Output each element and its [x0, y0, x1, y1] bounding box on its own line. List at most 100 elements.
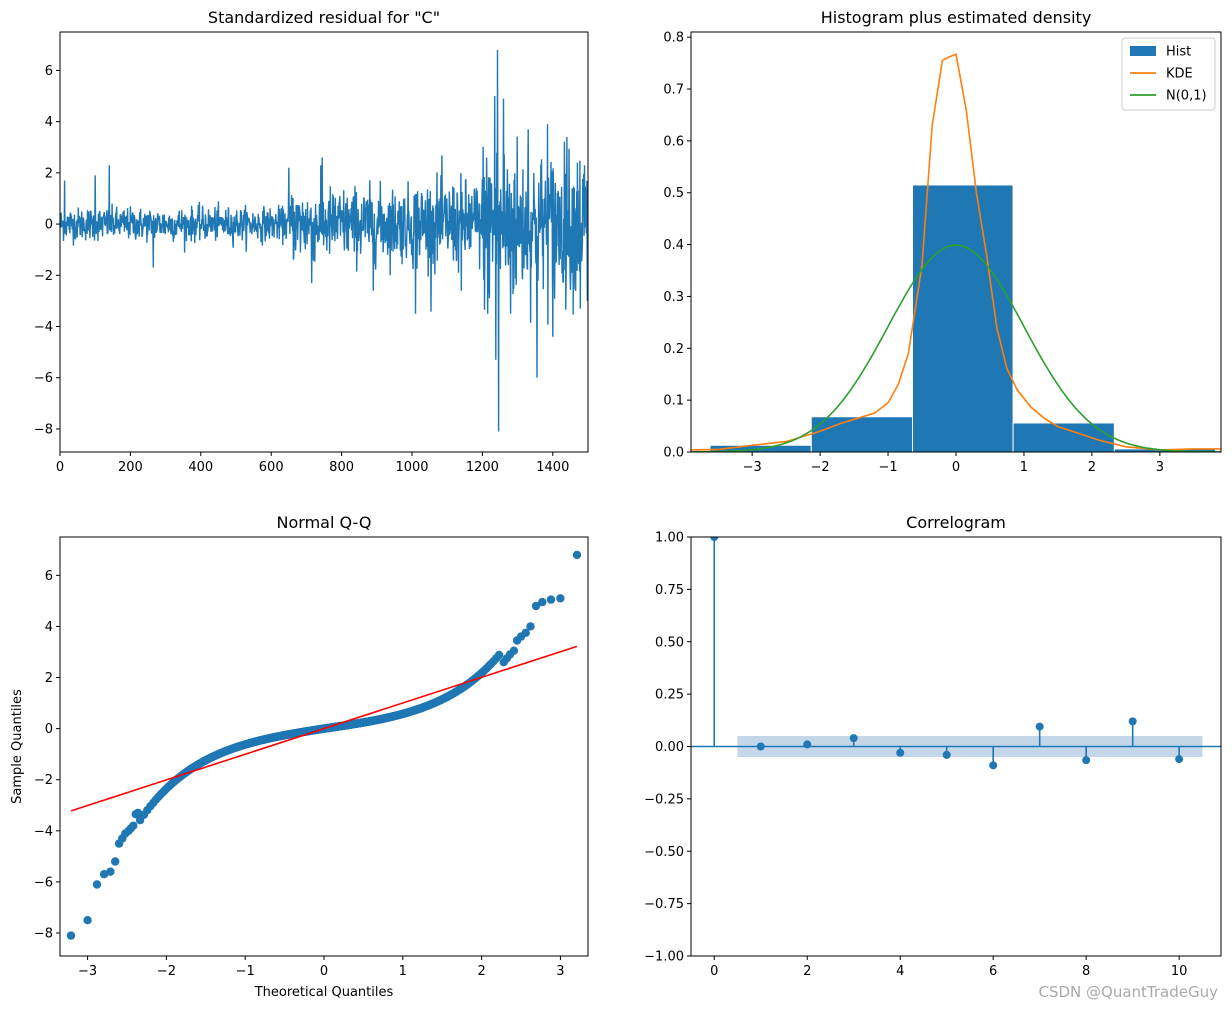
- y-tick-label: 0.50: [655, 635, 684, 650]
- legend-label: N(0,1): [1166, 89, 1207, 104]
- y-tick-label: 0.5: [663, 186, 684, 201]
- x-tick-label: 600: [259, 460, 284, 475]
- chart-title: Histogram plus estimated density: [821, 8, 1092, 27]
- y-tick-label: 0.2: [663, 342, 684, 357]
- chart-panel: −3 −2 −1 0 1 2 3 −8 −6 −4 −2 0 2 4 6 Normal Q-Q Theoreti…: [10, 513, 589, 1000]
- x-tick-label: −3: [78, 964, 97, 979]
- x-tick-label: 800: [329, 460, 354, 475]
- watermark-text: CSDN @QuantTradeGuy: [1038, 983, 1218, 1001]
- acf-marker: [1035, 722, 1044, 731]
- qq-tail-point: [111, 857, 120, 866]
- y-tick-label: 0.0: [663, 446, 684, 461]
- x-tick-label: −1: [236, 964, 255, 979]
- qq-tail-point: [129, 821, 138, 830]
- normal-density-line: [691, 244, 1221, 452]
- acf-marker: [803, 740, 812, 749]
- qq-tail-point: [92, 880, 102, 889]
- x-tick-label: 10: [1171, 964, 1188, 979]
- qq-tail-point: [99, 870, 109, 879]
- y-tick-label: −6: [34, 875, 53, 890]
- y-tick-label: −0.50: [644, 845, 684, 860]
- y-tick-label: −1.00: [644, 950, 684, 965]
- x-tick-label: 4: [896, 964, 904, 979]
- y-axis-label: Sample Quantiles: [10, 689, 25, 804]
- qq-reference-line: [70, 645, 578, 812]
- qq-tail-point: [526, 622, 535, 631]
- acf-marker: [989, 761, 998, 770]
- y-tick-label: 2: [45, 671, 53, 686]
- residual-series-line: [60, 49, 588, 432]
- y-tick-label: 2: [45, 166, 53, 181]
- qq-tail-point: [106, 867, 115, 876]
- y-tick-label: 0.6: [663, 134, 684, 149]
- acf-marker: [710, 537, 719, 541]
- chart-panel: 0 200 400 600 800 1000 1200 1400 −8 −6 −4 −2 0 2 4 6 Sta…: [34, 8, 589, 475]
- x-tick-label: 1: [399, 964, 407, 979]
- acf-marker: [896, 748, 905, 757]
- qq-point: [494, 650, 504, 660]
- acf-marker: [1175, 755, 1184, 764]
- plot-area: [691, 53, 1221, 452]
- x-tick-label: −2: [157, 964, 176, 979]
- y-tick-label: 0.7: [663, 83, 684, 98]
- x-tick-label: 0: [320, 964, 328, 979]
- chart-title: Correlogram: [906, 513, 1006, 532]
- x-axis-label: Theoretical Quantiles: [254, 985, 394, 1000]
- x-tick-label: 2: [1088, 460, 1096, 475]
- y-tick-label: 0.3: [663, 290, 684, 305]
- y-tick-label: −8: [34, 927, 53, 942]
- chart-title: Standardized residual for "C": [208, 8, 440, 27]
- x-tick-label: 3: [556, 964, 564, 979]
- x-tick-label: 0: [710, 964, 718, 979]
- x-tick-label: 6: [989, 964, 997, 979]
- x-tick-label: 2: [803, 964, 811, 979]
- qq-tail-point: [531, 601, 541, 611]
- axes-frame: [59, 536, 589, 957]
- x-tick-label: 1200: [466, 460, 499, 475]
- x-tick-label: −3: [743, 460, 762, 475]
- plot-area: [691, 537, 1221, 770]
- x-tick-label: 3: [1156, 460, 1164, 475]
- x-tick-label: 1: [1020, 460, 1028, 475]
- qq-tail-point: [538, 597, 547, 607]
- x-tick-label: 1000: [395, 460, 428, 475]
- y-tick-label: 0.25: [655, 688, 684, 703]
- y-tick-label: 4: [45, 115, 53, 130]
- chart-panel: 0 2 4 6 8 10 −1.00 −0.75 −0.50 −0.25 0.00 0.25 0.50 0…: [644, 513, 1222, 979]
- x-tick-label: 0: [56, 460, 64, 475]
- x-tick-label: 0: [952, 460, 960, 475]
- y-tick-label: −4: [34, 320, 53, 335]
- legend-label: Hist: [1166, 45, 1191, 60]
- kde-line: [691, 53, 1221, 451]
- histogram-bar: [1012, 422, 1115, 452]
- y-tick-label: 1.00: [655, 531, 684, 546]
- y-tick-label: 0.00: [655, 740, 684, 755]
- y-tick-label: −2: [34, 773, 53, 788]
- qq-tail-point: [546, 595, 556, 604]
- y-tick-label: 0.75: [655, 583, 684, 598]
- y-tick-label: 0: [45, 218, 53, 233]
- y-tick-label: 6: [45, 569, 53, 584]
- x-tick-label: 1400: [536, 460, 569, 475]
- y-tick-label: 4: [45, 620, 53, 635]
- qq-points: [66, 550, 582, 940]
- acf-marker: [942, 750, 951, 759]
- y-tick-label: −0.75: [644, 897, 684, 912]
- acf-marker: [1082, 756, 1091, 765]
- x-tick-label: 8: [1082, 964, 1090, 979]
- histogram-bar: [912, 184, 1014, 452]
- plot-area: [60, 49, 588, 432]
- qq-tail-point: [133, 808, 143, 818]
- y-tick-label: 6: [45, 64, 53, 79]
- y-tick-label: −0.25: [644, 792, 684, 807]
- acf-marker: [756, 742, 765, 751]
- chart-panel: −3 −2 −1 0 1 2 3 0.0 0.1 0.2 0.3 0.4 0.5 0.6 0.7 0.8 His…: [663, 8, 1222, 475]
- acf-marker: [1128, 717, 1137, 726]
- y-tick-label: −8: [34, 422, 53, 437]
- chart-title: Normal Q-Q: [277, 513, 372, 532]
- y-tick-label: 0: [45, 722, 53, 737]
- qq-tail-point: [509, 646, 519, 655]
- plot-area: [66, 550, 582, 940]
- legend-hist-swatch: [1130, 46, 1156, 56]
- y-tick-label: 0.8: [663, 31, 684, 46]
